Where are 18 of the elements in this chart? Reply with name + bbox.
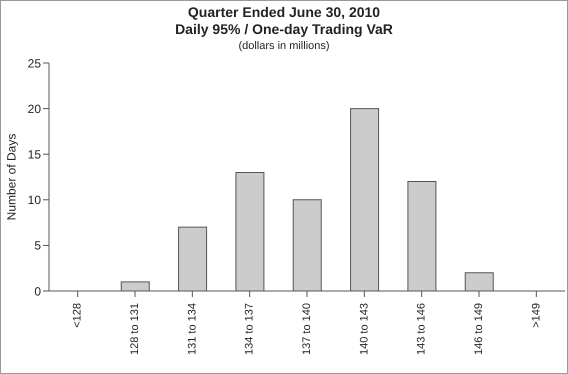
chart-subtitle: (dollars in millions) bbox=[237, 40, 331, 52]
y-tick-label: 10 bbox=[28, 193, 42, 208]
y-tick-label: 5 bbox=[34, 238, 42, 253]
x-tick-label: >149 bbox=[530, 303, 542, 328]
x-tick-label: 134 to 137 bbox=[244, 303, 256, 355]
y-tick-label: 25 bbox=[28, 56, 42, 70]
y-tick-label: 15 bbox=[28, 147, 42, 162]
x-tick-label: 146 to 149 bbox=[473, 303, 485, 355]
x-tick-label: <128 bbox=[72, 303, 84, 328]
x-tick-label: 140 to 143 bbox=[358, 303, 370, 355]
x-tick-label: 128 to 131 bbox=[129, 303, 141, 355]
x-tick-label: 143 to 146 bbox=[416, 303, 428, 355]
y-tick-label: 0 bbox=[34, 284, 42, 298]
y-axis-title: Number of Days bbox=[4, 134, 18, 220]
x-tick-label: 131 to 134 bbox=[186, 303, 198, 355]
chart-title: Quarter Ended June 30, 2010 Daily 95% / One-day Trading VaR bbox=[174, 4, 394, 38]
x-tick-label: 137 to 140 bbox=[301, 303, 313, 355]
y-tick-label: 20 bbox=[28, 102, 42, 116]
